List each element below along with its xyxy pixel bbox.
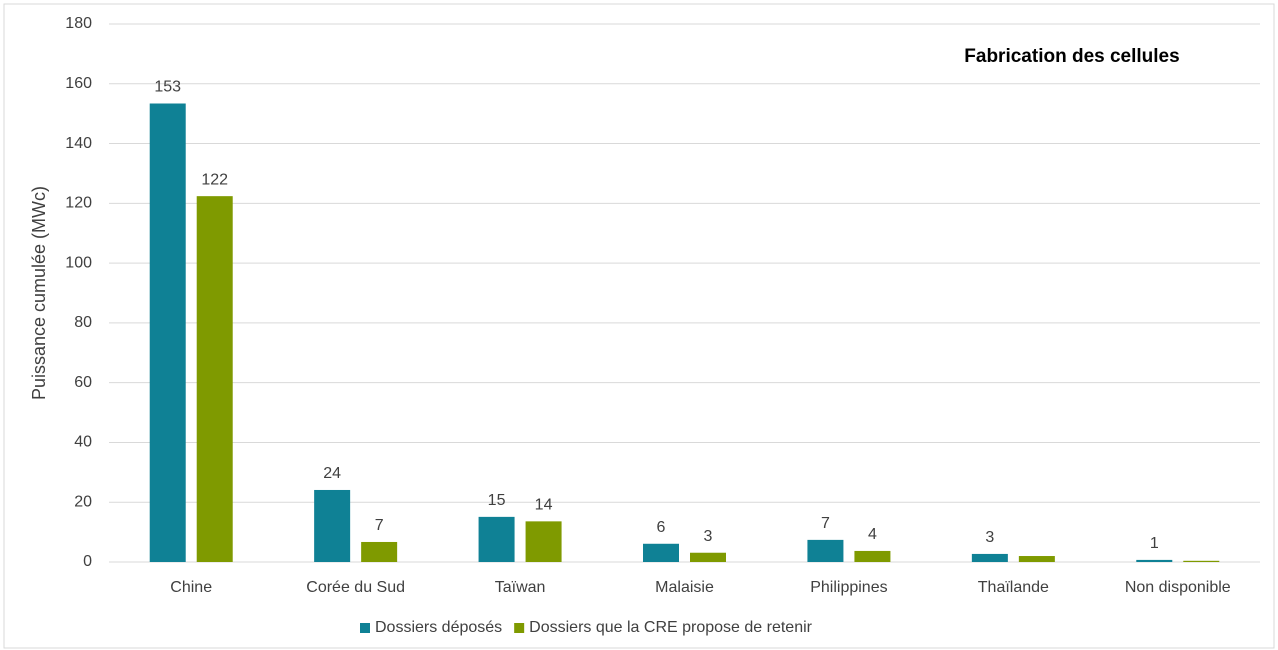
legend-swatch bbox=[514, 623, 525, 633]
data-label: 15 bbox=[488, 492, 506, 509]
bar bbox=[1136, 559, 1173, 562]
data-label: 7 bbox=[821, 515, 830, 532]
y-axis-label: Puissance cumulée (MWc) bbox=[29, 186, 49, 400]
y-tick-label: 160 bbox=[65, 75, 92, 92]
bar bbox=[525, 521, 562, 562]
y-tick-label: 40 bbox=[74, 434, 92, 451]
data-label: 14 bbox=[535, 497, 553, 514]
data-label: 4 bbox=[868, 526, 877, 543]
bar bbox=[1183, 560, 1220, 562]
data-label: 3 bbox=[704, 528, 713, 545]
bar bbox=[690, 552, 726, 562]
bar bbox=[854, 550, 891, 562]
bar bbox=[971, 553, 1008, 562]
bar bbox=[149, 103, 186, 562]
x-tick-label: Malaisie bbox=[655, 579, 714, 596]
x-tick-label: Taïwan bbox=[495, 579, 546, 596]
bar bbox=[478, 516, 515, 562]
chart-frame bbox=[3, 3, 1275, 649]
x-tick-label: Thaïlande bbox=[978, 579, 1049, 596]
x-tick-label: Philippines bbox=[810, 579, 887, 596]
legend-label: Dossiers déposés bbox=[375, 619, 502, 636]
chart-title: Fabrication des cellules bbox=[964, 46, 1179, 67]
data-label: 1 bbox=[1150, 535, 1159, 552]
bar bbox=[361, 541, 398, 562]
y-tick-label: 20 bbox=[74, 493, 92, 510]
data-label: 3 bbox=[985, 529, 994, 546]
y-tick-label: 80 bbox=[74, 314, 92, 331]
y-tick-label: 60 bbox=[74, 374, 92, 391]
data-label: 6 bbox=[657, 519, 666, 536]
legend-swatch bbox=[360, 623, 370, 633]
y-tick-label: 140 bbox=[65, 135, 92, 152]
x-tick-label: Corée du Sud bbox=[306, 579, 405, 596]
legend-label: Dossiers que la CRE propose de retenir bbox=[529, 619, 812, 636]
data-label: 153 bbox=[154, 79, 181, 96]
data-label: 7 bbox=[375, 517, 384, 534]
bar bbox=[314, 489, 351, 562]
data-label: 122 bbox=[201, 171, 228, 188]
data-label: 24 bbox=[323, 465, 341, 482]
y-tick-label: 120 bbox=[65, 195, 92, 212]
y-tick-label: 100 bbox=[65, 254, 92, 271]
bar bbox=[1018, 556, 1055, 562]
y-tick-label: 0 bbox=[83, 553, 92, 570]
bar bbox=[807, 539, 844, 562]
bar bbox=[643, 543, 679, 562]
y-tick-label: 180 bbox=[65, 15, 92, 32]
x-tick-label: Chine bbox=[170, 579, 212, 596]
bar bbox=[196, 196, 233, 562]
x-tick-label: Non disponible bbox=[1125, 579, 1231, 596]
